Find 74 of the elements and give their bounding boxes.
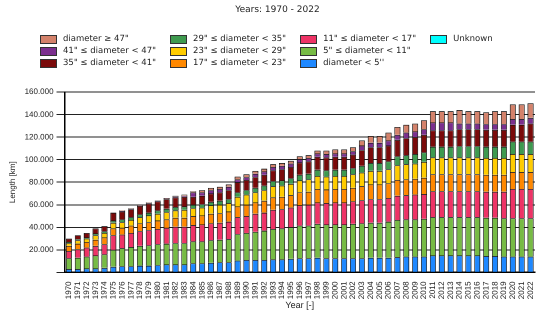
x-tick-label: 2000 <box>330 280 340 300</box>
legend-label: Unknown <box>453 34 493 44</box>
y-tick-label: 140.000 <box>24 110 54 119</box>
x-tick-label: 1995 <box>286 280 296 300</box>
x-tick-label: 1991 <box>250 280 260 300</box>
x-tick-label: 1992 <box>259 280 268 300</box>
x-tick-label: 1979 <box>144 280 154 300</box>
y-tick-label: 100.000 <box>24 154 54 164</box>
legend-label: diameter < 5'' <box>323 58 384 68</box>
x-tick-label: 1974 <box>100 280 109 300</box>
x-tick-label: 1981 <box>162 280 171 300</box>
x-tick-label: 2011 <box>428 280 438 299</box>
x-tick-label: 1985 <box>197 280 206 300</box>
legend-label: 35" ≤ diameter < 41" <box>63 58 156 68</box>
y-tick-label: 120.000 <box>24 132 54 142</box>
x-tick-label: 2009 <box>410 280 420 300</box>
x-tick-label: 1970 <box>64 280 74 300</box>
x-tick-label: 2012 <box>436 280 446 300</box>
x-tick-label: 2004 <box>366 280 375 300</box>
chart-title: Years: 1970 - 2022 <box>234 5 321 15</box>
x-tick-label: 1996 <box>294 280 304 300</box>
x-tick-label: 1994 <box>277 280 286 300</box>
x-tick-label: 1998 <box>312 280 322 300</box>
x-tick-label: 2020 <box>508 280 518 300</box>
x-tick-label: 1975 <box>108 280 118 300</box>
x-tick-label: 1977 <box>126 280 136 300</box>
legend-label: 29" ≤ diameter < 35" <box>193 34 286 44</box>
x-axis-title: Year [-] <box>285 300 314 310</box>
x-tick-label: 1980 <box>152 280 162 300</box>
y-tick-label: 40.000 <box>29 222 54 232</box>
x-tick-label: 2017 <box>481 280 490 300</box>
x-tick-label: 2015 <box>464 280 473 300</box>
x-tick-label: 1978 <box>135 280 144 300</box>
x-tick-label: 2018 <box>490 280 500 300</box>
legend-label: 17" ≤ diameter < 23" <box>193 58 286 68</box>
x-tick-label: 2007 <box>392 280 402 300</box>
x-tick-label: 2014 <box>454 280 464 300</box>
legend-label: 23" ≤ diameter < 29" <box>193 46 286 56</box>
x-tick-label: 2008 <box>401 280 410 300</box>
x-tick-label: 1973 <box>90 280 100 300</box>
x-tick-label: 1999 <box>322 280 331 300</box>
x-tick-label: 2006 <box>384 280 393 300</box>
y-tick-label: 60.000 <box>29 200 54 209</box>
y-tick-label: 20.000 <box>29 245 54 254</box>
legend-label: 5" ≤ diameter < 11" <box>323 46 411 56</box>
x-tick-label: 2021 <box>516 280 526 300</box>
x-tick-label: 2010 <box>419 280 428 300</box>
x-tick-label: 2001 <box>339 280 348 300</box>
x-tick-label: 1989 <box>232 280 242 300</box>
x-tick-label: 1983 <box>180 280 189 300</box>
y-tick-label: 160.000 <box>24 87 54 96</box>
x-tick-label: 1971 <box>73 280 82 300</box>
x-tick-label: 1982 <box>170 280 180 300</box>
y-axis-title: Length [km] <box>8 161 18 204</box>
x-tick-label: 1986 <box>206 280 216 300</box>
x-tick-label: 2016 <box>472 280 482 300</box>
x-tick-label: 1988 <box>224 280 233 300</box>
x-tick-label: 1997 <box>304 280 313 300</box>
x-tick-label: 1976 <box>117 280 126 300</box>
x-tick-label: 2002 <box>348 280 358 300</box>
x-tick-label: 1993 <box>268 280 278 300</box>
x-tick-label: 2022 <box>526 280 535 300</box>
legend-label: 11" ≤ diameter < 17" <box>323 34 416 44</box>
x-tick-label: 2005 <box>374 280 384 300</box>
x-tick-label: 2019 <box>499 280 508 300</box>
legend-label: diameter ≥ 47" <box>63 34 129 44</box>
x-tick-label: 1984 <box>188 280 198 300</box>
x-tick-label: 1987 <box>215 280 224 300</box>
x-tick-label: 1972 <box>82 280 91 300</box>
x-tick-label: 1990 <box>242 280 251 300</box>
legend-label: 41" ≤ diameter < 47" <box>63 46 156 56</box>
x-tick-label: 2013 <box>446 280 455 300</box>
y-tick-label: 80.000 <box>29 177 54 186</box>
x-tick-label: 2003 <box>357 280 366 300</box>
